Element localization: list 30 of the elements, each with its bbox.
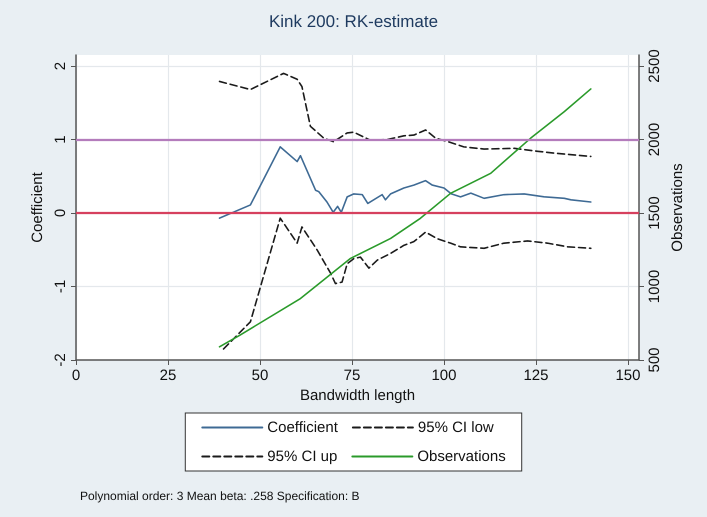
x-tick-label: 25 (160, 367, 176, 384)
x-tick-label: 0 (72, 367, 80, 384)
line-series (218, 72, 592, 158)
y2-tick-label: 1000 (646, 270, 663, 304)
line-series (218, 146, 592, 219)
x-tick-label: 100 (431, 367, 456, 384)
x-tick-label: 125 (523, 367, 548, 384)
text: Polynomial order: 3 Mean beta: .258 Specification: B (80, 489, 360, 503)
legend-label: Observations (417, 448, 506, 465)
y2-axis-title: Observations (668, 163, 686, 252)
x-tick-label: 75 (344, 367, 360, 384)
y2-tick-label: 1500 (646, 196, 663, 230)
x-tick-label: 50 (252, 367, 268, 384)
y-tick-label: 0 (52, 208, 69, 218)
legend-label: 95% CI low (418, 419, 494, 436)
y2-tick-label: 500 (646, 347, 663, 373)
legend-label: 95% CI up (267, 448, 338, 465)
y2-tick-label: 2500 (646, 49, 663, 83)
x-tick-label: 150 (615, 367, 640, 384)
y2-tick-label: 2000 (646, 122, 663, 156)
y-tick-label: -1 (52, 280, 69, 294)
x-axis-title: Bandwidth length (300, 386, 416, 404)
chart-title: Kink 200: RK-estimate (268, 12, 438, 31)
y-tick-label: 1 (52, 135, 69, 144)
line-series (218, 88, 592, 348)
y-axis-title: Coefficient (29, 171, 46, 243)
y-tick-label: 2 (52, 62, 69, 70)
y-tick-label: -2 (52, 353, 69, 367)
legend-label: Coefficient (267, 419, 339, 436)
line-series (222, 217, 592, 350)
